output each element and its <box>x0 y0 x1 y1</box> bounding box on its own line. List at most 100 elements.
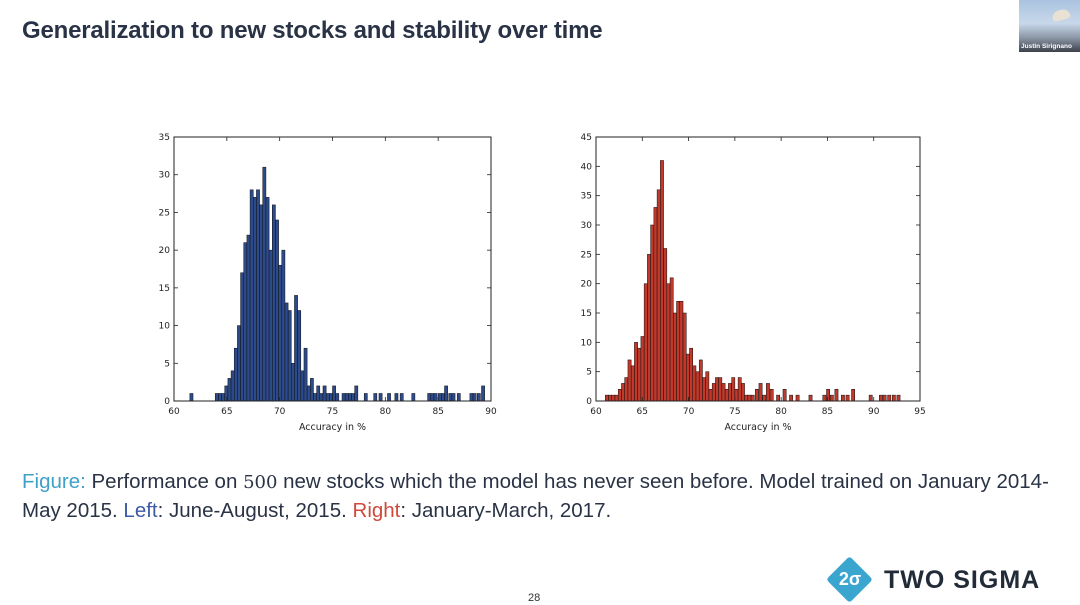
histogram-bar <box>354 385 359 402</box>
histogram-bar <box>399 393 404 402</box>
histogram-bar <box>673 312 677 402</box>
histogram-bar <box>660 160 664 402</box>
histogram-bar <box>469 393 474 402</box>
histogram-bar <box>896 394 901 402</box>
histogram-bar <box>294 295 298 402</box>
histogram-bar <box>731 377 736 402</box>
histogram-bar <box>630 365 635 402</box>
logo-wordmark: TWO SIGMA <box>884 565 1041 594</box>
histogram-bar <box>444 385 448 402</box>
histogram-bar <box>789 394 793 402</box>
x-tick-label: 70 <box>274 407 286 417</box>
y-tick-label: 15 <box>159 284 170 294</box>
histogram-bar <box>879 394 883 402</box>
histogram-bar <box>259 204 264 402</box>
histogram-bar <box>617 389 622 402</box>
histogram-bar <box>705 371 710 402</box>
histogram-bar <box>310 378 314 402</box>
histogram-bar <box>744 394 749 402</box>
caption-text-2: new stocks which the model has never see… <box>22 470 1049 522</box>
histogram-bar <box>647 254 651 402</box>
histogram-bar <box>611 394 616 402</box>
histogram-bar <box>682 312 687 402</box>
histogram-bar <box>256 189 260 402</box>
histogram-bar <box>762 394 767 402</box>
x-tick-label: 60 <box>590 407 602 417</box>
histogram-bar <box>708 389 713 402</box>
histogram-bar <box>698 359 703 402</box>
histogram-bar <box>322 385 327 402</box>
histogram-bar <box>291 363 295 402</box>
histogram-bar <box>676 301 681 402</box>
x-axis-label: Accuracy in % <box>724 422 791 433</box>
x-tick-label: 80 <box>380 407 392 417</box>
figure-caption: Figure: Performance on 500 new stocks wh… <box>22 468 1062 525</box>
histogram-bar <box>769 389 774 402</box>
histogram-bar <box>829 394 834 402</box>
histogram-bar <box>653 207 658 402</box>
histogram-bar <box>605 394 609 402</box>
webcam-scene-lamp <box>1051 7 1071 23</box>
histogram-bar <box>316 385 321 402</box>
y-tick-label: 10 <box>581 338 593 348</box>
histogram-bar <box>689 347 693 402</box>
histogram-bar <box>679 301 684 402</box>
histogram-bar <box>845 394 850 402</box>
slide-title: Generalization to new stocks and stabili… <box>22 17 603 44</box>
histogram-left: 60 65 70 75 80 85 90 0 5 10 15 20 25 30 35 Accuracy in … <box>159 133 497 433</box>
histogram-bar <box>325 393 330 402</box>
plot-frame <box>173 136 492 402</box>
histogram-bar <box>281 249 286 402</box>
histogram-bar <box>243 242 248 402</box>
y-tick-label: 35 <box>581 192 592 202</box>
histogram-bar <box>741 383 745 402</box>
histogram-bar <box>851 389 855 402</box>
y-tick-label: 20 <box>159 246 171 256</box>
histogram-bar <box>287 310 292 402</box>
histogram-bar <box>233 347 238 402</box>
histogram-bar <box>218 393 222 402</box>
histogram-bar <box>300 370 305 402</box>
histogram-bar <box>624 377 629 402</box>
x-tick-label: 85 <box>822 407 833 417</box>
histogram-bar <box>750 394 755 402</box>
histogram-bar <box>430 393 435 402</box>
histogram-bar <box>253 197 257 402</box>
histogram-bar <box>754 389 759 402</box>
y-tick-label: 30 <box>581 221 593 231</box>
histogram-bar <box>721 383 726 402</box>
histogram-bar <box>669 277 674 402</box>
x-tick-label: 90 <box>485 407 497 417</box>
logo-symbol: 2σ <box>838 569 862 589</box>
histogram-bar <box>246 234 251 402</box>
histogram-bar <box>351 393 355 402</box>
histogram-bar <box>686 353 690 402</box>
histogram-bar <box>834 389 839 402</box>
x-tick-label: 85 <box>432 407 443 417</box>
histogram-bar <box>826 389 830 402</box>
caption-left-label: Left <box>123 499 158 522</box>
histogram-bar <box>332 385 336 402</box>
histogram-bar <box>477 393 481 402</box>
histogram-bar <box>734 389 739 402</box>
histogram-bar <box>303 347 308 402</box>
histogram-bar <box>284 302 289 402</box>
y-tick-label: 5 <box>164 359 170 369</box>
histogram-bar <box>262 166 267 402</box>
histogram-bar <box>265 197 270 402</box>
histogram-bar <box>614 394 619 402</box>
histogram-bar <box>387 393 391 402</box>
histogram-bar <box>766 383 770 402</box>
histogram-bar <box>718 377 723 402</box>
y-tick-label: 15 <box>581 309 592 319</box>
histogram-bar <box>695 371 700 402</box>
histogram-bar <box>747 394 752 402</box>
histogram-bar <box>249 189 254 402</box>
y-tick-label: 35 <box>159 133 170 143</box>
webcam-thumbnail: Justin Sirignano <box>1019 0 1080 52</box>
histogram-bar <box>335 393 340 402</box>
x-axis-label: Accuracy in % <box>299 422 366 433</box>
caption-right-text: : January-March, 2017. <box>400 499 612 522</box>
caption-stock-count: 500 <box>243 472 278 493</box>
histogram-bar <box>782 389 787 402</box>
